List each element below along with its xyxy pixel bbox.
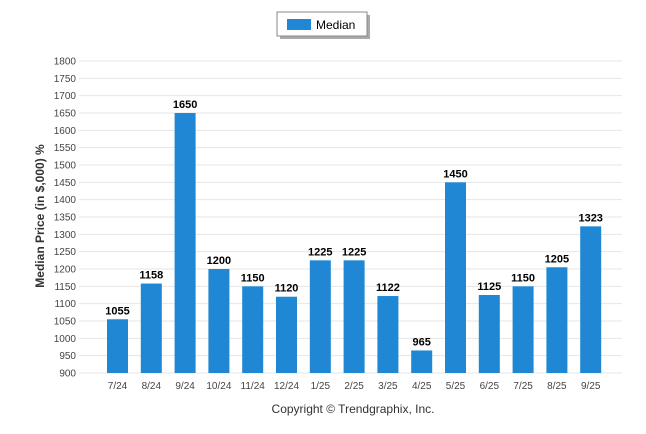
bar xyxy=(107,319,128,373)
bar xyxy=(478,295,500,373)
y-tick-label: 1250 xyxy=(54,247,77,258)
data-label: 1450 xyxy=(443,168,467,180)
x-tick-label: 4/25 xyxy=(412,381,432,392)
data-label: 1205 xyxy=(545,253,569,265)
y-axis-ticks: 900 950 1000 1050 1100 1150 1200 1250 1300 1350 14… xyxy=(54,57,77,380)
legend-swatch xyxy=(287,19,311,30)
data-label: 1122 xyxy=(376,282,400,294)
x-tick-label: 10/24 xyxy=(206,381,231,392)
data-label: 1055 xyxy=(105,305,129,317)
data-label: 1120 xyxy=(275,283,299,295)
bar xyxy=(411,350,433,373)
x-tick-label: 8/25 xyxy=(547,381,567,392)
y-tick-label: 1550 xyxy=(54,143,77,154)
data-labels: 1055 1158 1650 1200 1150 1120 1225 1225 1122 965 1… xyxy=(105,99,603,348)
y-tick-label: 1200 xyxy=(54,265,77,276)
x-tick-label: 7/24 xyxy=(108,381,128,392)
y-tick-label: 1600 xyxy=(54,126,77,137)
y-tick-label: 1750 xyxy=(54,74,77,85)
x-tick-label: 12/24 xyxy=(274,381,299,392)
bar xyxy=(343,260,365,373)
y-tick-label: 1050 xyxy=(54,317,77,328)
bar xyxy=(309,260,331,373)
x-tick-label: 9/25 xyxy=(581,381,601,392)
x-axis-ticks: 7/24 8/24 9/24 10/24 11/24 12/24 1/25 2/25 3/25 4… xyxy=(108,381,601,392)
y-tick-label: 1150 xyxy=(54,282,76,293)
x-tick-label: 8/24 xyxy=(142,381,162,392)
x-tick-label: 7/25 xyxy=(513,381,533,392)
y-tick-label: 1400 xyxy=(54,195,77,206)
x-tick-label: 6/25 xyxy=(480,381,500,392)
y-tick-label: 1700 xyxy=(54,91,77,102)
y-tick-label: 1350 xyxy=(54,213,77,224)
y-tick-label: 1000 xyxy=(54,334,77,345)
data-label: 1225 xyxy=(308,246,332,258)
bars xyxy=(107,113,602,373)
bar xyxy=(174,113,196,373)
y-tick-label: 1450 xyxy=(54,178,77,189)
x-tick-label: 11/24 xyxy=(241,381,266,392)
y-tick-label: 1300 xyxy=(54,230,77,241)
bar xyxy=(546,267,568,373)
copyright-credit: Copyright © Trendgraphix, Inc. xyxy=(272,402,435,416)
data-label: 1150 xyxy=(511,272,535,284)
x-tick-label: 2/25 xyxy=(344,381,364,392)
bar xyxy=(140,283,162,373)
x-tick-label: 5/25 xyxy=(446,381,466,392)
data-label: 965 xyxy=(413,336,431,348)
gridlines xyxy=(79,60,622,374)
y-tick-label: 1100 xyxy=(54,299,76,310)
data-label: 1158 xyxy=(139,270,163,282)
bar xyxy=(377,296,399,373)
data-label: 1200 xyxy=(207,255,231,267)
y-tick-label: 950 xyxy=(59,351,76,362)
data-label: 1150 xyxy=(241,272,265,284)
data-label: 1225 xyxy=(342,246,366,258)
x-tick-label: 9/24 xyxy=(175,381,195,392)
x-tick-label: 3/25 xyxy=(378,381,398,392)
legend[interactable]: Median xyxy=(276,11,370,39)
y-tick-label: 1500 xyxy=(54,161,77,172)
data-label: 1323 xyxy=(578,212,602,224)
bar xyxy=(512,286,534,373)
bar xyxy=(242,286,264,373)
data-label: 1125 xyxy=(477,281,501,293)
bar xyxy=(276,296,297,373)
y-tick-label: 1800 xyxy=(54,57,77,68)
bar xyxy=(580,226,602,373)
x-tick-label: 1/25 xyxy=(311,381,331,392)
y-tick-label: 900 xyxy=(59,369,76,380)
y-axis-title: Median Price (in $,000) % xyxy=(33,144,47,288)
legend-label-median: Median xyxy=(316,18,355,32)
data-label: 1650 xyxy=(173,99,197,111)
bar xyxy=(208,269,230,373)
y-tick-label: 1650 xyxy=(54,109,77,120)
bar xyxy=(445,182,466,373)
